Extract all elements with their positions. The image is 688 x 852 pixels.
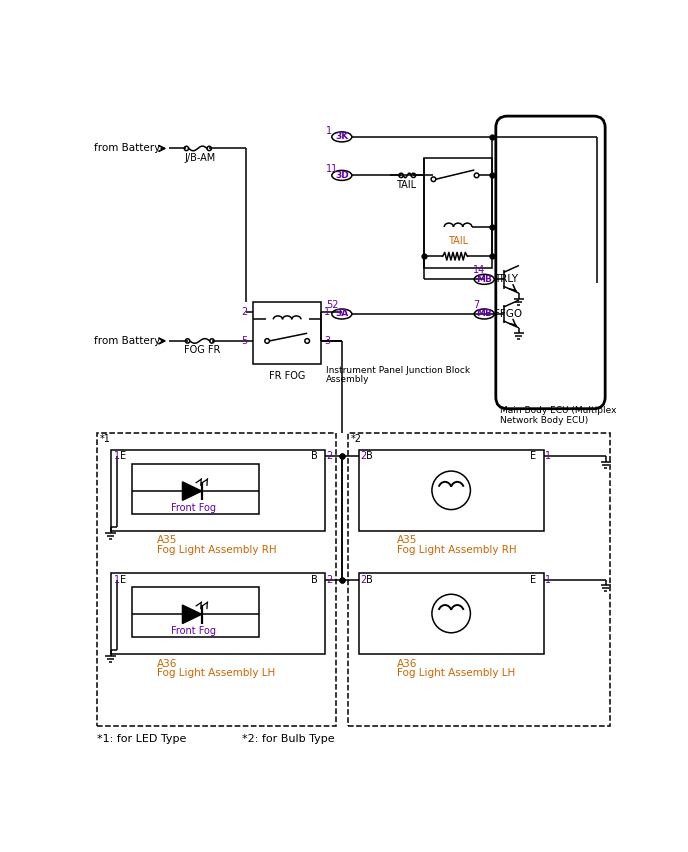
Text: A36: A36: [157, 659, 178, 669]
Bar: [111, 573, 325, 654]
Text: 3K: 3K: [335, 132, 348, 141]
Text: Fog Light Assembly LH: Fog Light Assembly LH: [397, 668, 515, 678]
Text: FOG FR: FOG FR: [184, 345, 220, 355]
Text: 1: 1: [114, 574, 120, 584]
Bar: [132, 587, 259, 637]
Bar: [348, 434, 610, 726]
Bar: [424, 158, 492, 268]
Text: 1: 1: [324, 307, 330, 317]
Text: 1: 1: [545, 452, 551, 462]
Text: 11: 11: [326, 164, 338, 174]
Bar: [358, 573, 544, 654]
Text: B: B: [367, 574, 373, 584]
Text: 5: 5: [241, 336, 247, 346]
Text: 7: 7: [473, 300, 479, 310]
Bar: [97, 434, 336, 726]
Text: Front Fog: Front Fog: [171, 503, 217, 513]
Text: A35: A35: [157, 535, 178, 545]
Text: 14: 14: [473, 265, 485, 275]
Text: J/B-AM: J/B-AM: [184, 153, 215, 163]
Text: 2: 2: [361, 452, 367, 462]
Text: *1: for LED Type: *1: for LED Type: [97, 734, 186, 744]
Text: *1: *1: [100, 435, 111, 445]
Text: TRLY: TRLY: [494, 274, 518, 285]
Text: E: E: [530, 452, 536, 462]
Bar: [132, 464, 259, 515]
Text: 2: 2: [326, 452, 333, 462]
Text: 2: 2: [241, 307, 247, 317]
Text: 1: 1: [545, 574, 551, 584]
Text: A35: A35: [397, 535, 418, 545]
Text: from Battery: from Battery: [94, 336, 160, 346]
Text: 3D: 3D: [335, 171, 349, 180]
Bar: [358, 450, 544, 531]
Text: Fog Light Assembly RH: Fog Light Assembly RH: [397, 544, 517, 555]
Text: *2: for Bulb Type: *2: for Bulb Type: [241, 734, 334, 744]
Text: E: E: [120, 574, 126, 584]
Text: 3: 3: [324, 336, 330, 346]
Text: 1: 1: [114, 452, 120, 462]
Text: B: B: [367, 452, 373, 462]
Text: Fog Light Assembly RH: Fog Light Assembly RH: [157, 544, 277, 555]
Text: E: E: [120, 452, 126, 462]
Polygon shape: [182, 605, 202, 624]
Polygon shape: [182, 482, 202, 500]
Text: MB: MB: [476, 309, 492, 319]
Text: FR FOG: FR FOG: [269, 371, 305, 381]
Text: TAIL: TAIL: [448, 236, 468, 246]
Text: Assembly: Assembly: [326, 375, 370, 384]
Text: Network Body ECU): Network Body ECU): [499, 416, 588, 425]
Text: 3A: 3A: [335, 309, 348, 319]
Text: 2: 2: [361, 574, 367, 584]
Text: Front Fog: Front Fog: [171, 626, 217, 636]
Text: Fog Light Assembly LH: Fog Light Assembly LH: [157, 668, 275, 678]
Bar: [253, 302, 321, 364]
Text: E: E: [530, 574, 536, 584]
Text: B: B: [311, 574, 318, 584]
Text: 52: 52: [326, 300, 339, 310]
Text: 2: 2: [326, 574, 333, 584]
Text: TAIL: TAIL: [396, 180, 416, 190]
Text: A36: A36: [397, 659, 418, 669]
Text: from Battery: from Battery: [94, 143, 160, 153]
Text: *2: *2: [351, 435, 362, 445]
Text: Main Body ECU (Multiplex: Main Body ECU (Multiplex: [499, 406, 616, 415]
Text: 1: 1: [326, 126, 332, 135]
Text: FFGO: FFGO: [494, 309, 522, 319]
Text: Instrument Panel Junction Block: Instrument Panel Junction Block: [326, 366, 471, 375]
Text: MB: MB: [476, 275, 492, 284]
Text: B: B: [311, 452, 318, 462]
Bar: [111, 450, 325, 531]
